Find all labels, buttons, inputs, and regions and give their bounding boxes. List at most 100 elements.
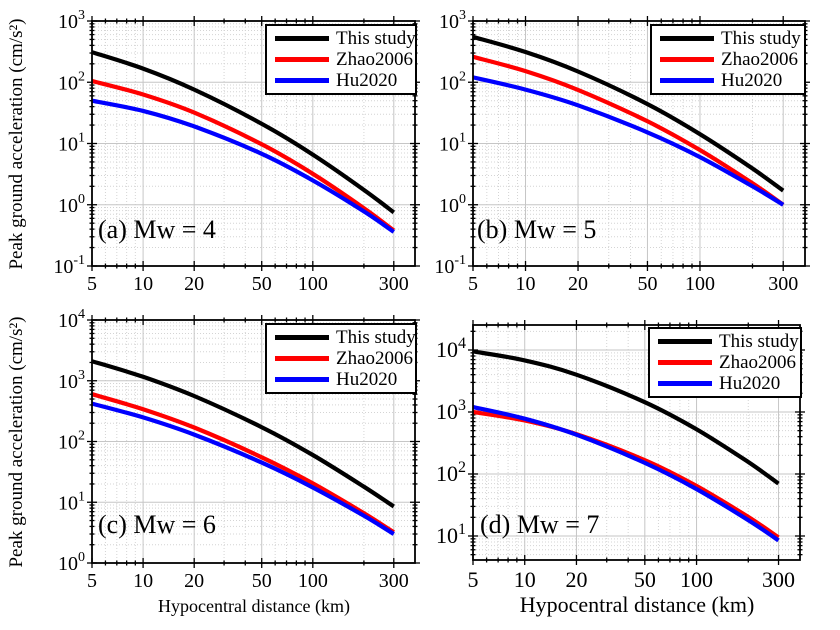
x-tick-label: 50 xyxy=(252,273,272,295)
plot-area-mw7: 5 10 20 50 100 300 101 102 103 104 xyxy=(436,320,805,592)
legend-label-zhao2006: Zhao2006 xyxy=(336,49,414,70)
axis-box xyxy=(472,20,806,267)
legend-line-zhao2006 xyxy=(658,360,712,365)
x-tick-label: 50 xyxy=(637,273,657,295)
x-tick-label: 20 xyxy=(568,273,588,295)
curve-this-study xyxy=(92,359,395,509)
legend-item-hu2020: Hu2020 xyxy=(267,70,415,91)
y-tick-label: 10-1 xyxy=(434,253,466,278)
legend-line-hu2020 xyxy=(658,381,712,386)
y-tick-label: 10-1 xyxy=(53,253,85,278)
legend-item-hu2020: Hu2020 xyxy=(267,369,415,390)
legend-item-zhao2006: Zhao2006 xyxy=(652,49,804,70)
tick-labels: 5 10 20 50 100 300 10-1 100 101 102 103 xyxy=(434,8,798,295)
y-tick-label: 101 xyxy=(58,131,85,156)
y-tick-label: 104 xyxy=(436,335,466,362)
panel-mw5: 5 10 20 50 100 300 10-1 100 101 102 103 (b) Mw = 5… xyxy=(420,0,840,300)
x-tick-label: 50 xyxy=(252,570,272,592)
legend-item-zhao2006: Zhao2006 xyxy=(650,352,800,373)
tick-labels: 5 10 20 50 100 300 100 101 102 103 104 xyxy=(58,307,409,592)
y-tick-label: 103 xyxy=(436,397,466,424)
panel-mw6: 5 10 20 50 100 300 100 101 102 103 104 (c) Mw = 6 … xyxy=(0,300,420,630)
curve-zhao2006 xyxy=(92,392,395,535)
x-tick-label: 5 xyxy=(87,273,97,295)
x-tick-label: 50 xyxy=(634,567,656,592)
legend-mw4: This study Zhao2006 Hu2020 xyxy=(265,24,417,95)
y-tick-label: 102 xyxy=(58,69,85,94)
y-tick-label: 102 xyxy=(58,429,85,454)
y-tick-label: 101 xyxy=(439,131,466,156)
x-tick-label: 100 xyxy=(298,570,328,592)
axis-box xyxy=(91,20,416,267)
curves xyxy=(473,349,780,543)
legend-label-this-study: This study xyxy=(336,327,416,348)
y-tick-label: 103 xyxy=(439,8,466,33)
legend-line-zhao2006 xyxy=(275,356,329,361)
legend-line-this-study xyxy=(660,36,714,41)
panel-label-mw5: (b) Mw = 5 xyxy=(477,215,597,244)
panel-label-mw7: (d) Mw = 7 xyxy=(480,510,600,539)
legend-mw6: This study Zhao2006 Hu2020 xyxy=(265,323,417,394)
panel-mw4: 5 10 20 50 100 300 10-1 100 101 102 103 (a) Mw = 4… xyxy=(0,0,420,300)
legend-label-zhao2006: Zhao2006 xyxy=(336,348,414,369)
x-tick-label: 10 xyxy=(133,570,153,592)
x-tick-label: 5 xyxy=(468,567,479,592)
x-tick-label: 20 xyxy=(565,567,587,592)
curve-zhao2006 xyxy=(473,54,785,207)
legend-line-hu2020 xyxy=(660,78,714,83)
x-axis-title-panel-d: Hypocentral distance (km) xyxy=(519,592,755,617)
y-tick-label: 103 xyxy=(58,8,85,33)
tick-labels: 5 10 20 50 100 300 10-1 100 101 102 103 xyxy=(53,8,408,295)
x-tick-label: 5 xyxy=(87,570,97,592)
curves xyxy=(473,34,785,207)
y-tick-label: 102 xyxy=(439,69,466,94)
legend-item-hu2020: Hu2020 xyxy=(652,70,804,91)
y-tick-label: 101 xyxy=(436,521,466,548)
legend-item-this-study: This study xyxy=(652,28,804,49)
x-tick-label: 5 xyxy=(468,273,478,295)
panel-mw7: 5 10 20 50 100 300 101 102 103 104 (d) Mw = 7 Thi… xyxy=(420,300,840,630)
legend-line-zhao2006 xyxy=(660,57,714,62)
x-tick-label: 300 xyxy=(379,570,409,592)
plot-area-mw6: 5 10 20 50 100 300 100 101 102 103 104 xyxy=(58,307,420,592)
legend-line-hu2020 xyxy=(275,78,329,83)
x-tick-label: 20 xyxy=(184,273,204,295)
curve-hu2020 xyxy=(92,401,395,536)
panel-label-mw6: (c) Mw = 6 xyxy=(98,510,216,539)
axis-box xyxy=(91,319,416,564)
y-tick-label: 101 xyxy=(58,489,85,514)
x-tick-label: 10 xyxy=(516,273,536,295)
curve-this-study xyxy=(473,34,785,193)
legend-label-hu2020: Hu2020 xyxy=(719,373,781,394)
y-tick-label: 100 xyxy=(439,192,466,217)
legend-label-hu2020: Hu2020 xyxy=(336,70,398,91)
legend-label-this-study: This study xyxy=(721,28,801,49)
curve-hu2020 xyxy=(92,98,395,234)
legend-item-this-study: This study xyxy=(267,327,416,348)
legend-line-this-study xyxy=(275,335,329,340)
y-tick-label: 100 xyxy=(58,192,85,217)
legend-label-hu2020: Hu2020 xyxy=(721,70,783,91)
legend-item-zhao2006: Zhao2006 xyxy=(267,348,415,369)
x-tick-label: 10 xyxy=(133,273,153,295)
x-axis-title-panel-c: Hypocentral distance (km) xyxy=(158,596,350,616)
curve-this-study xyxy=(92,50,396,215)
x-tick-label: 20 xyxy=(184,570,204,592)
curve-zhao2006 xyxy=(92,78,396,233)
x-tick-label: 10 xyxy=(514,567,536,592)
legend-mw7: This study Zhao2006 Hu2020 xyxy=(648,327,802,398)
x-tick-label: 100 xyxy=(685,273,715,295)
curve-hu2020 xyxy=(473,75,785,207)
legend-label-this-study: This study xyxy=(336,28,416,49)
legend-item-this-study: This study xyxy=(267,28,416,49)
legend-item-this-study: This study xyxy=(650,331,800,352)
curves xyxy=(92,50,396,234)
legend-label-zhao2006: Zhao2006 xyxy=(719,352,797,373)
x-tick-label: 100 xyxy=(680,567,713,592)
legend-label-hu2020: Hu2020 xyxy=(336,369,398,390)
y-tick-label: 100 xyxy=(58,550,85,575)
legend-label-zhao2006: Zhao2006 xyxy=(721,49,799,70)
legend-line-this-study xyxy=(275,36,329,41)
legend-mw5: This study Zhao2006 Hu2020 xyxy=(650,24,806,95)
